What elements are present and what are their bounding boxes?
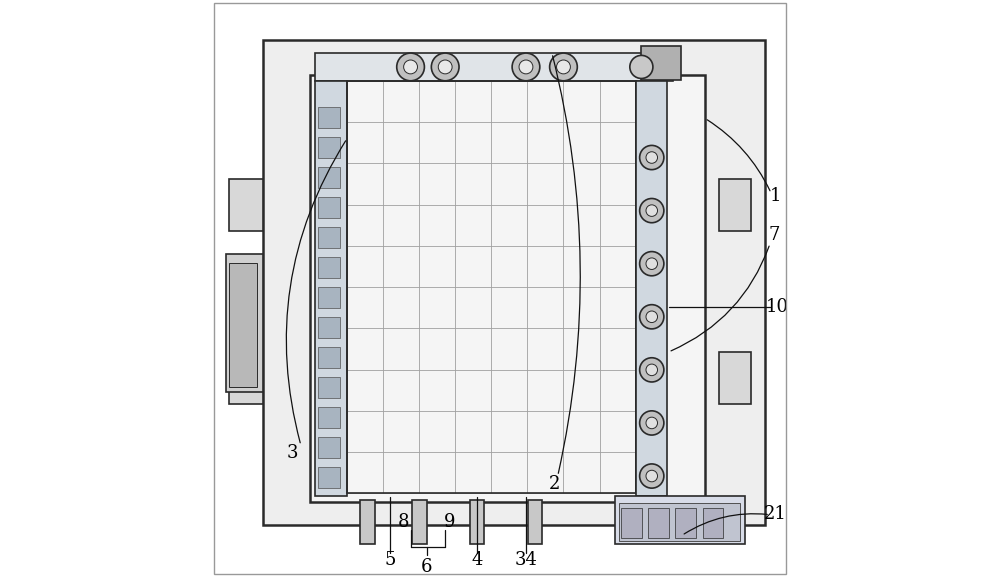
Bar [648,507,669,538]
Circle shape [640,305,664,329]
Circle shape [640,251,664,276]
Circle shape [640,358,664,382]
Circle shape [640,198,664,223]
Circle shape [431,53,459,81]
Circle shape [404,60,417,74]
Bar [318,167,340,187]
Circle shape [630,55,653,79]
Bar [229,262,257,387]
Text: 1: 1 [769,187,781,205]
Circle shape [438,60,452,74]
Circle shape [646,205,658,216]
FancyArrowPatch shape [707,120,770,191]
Circle shape [557,60,570,74]
Bar [675,507,696,538]
Text: 3: 3 [287,444,298,462]
Circle shape [640,146,664,169]
Circle shape [646,417,658,429]
FancyArrowPatch shape [553,56,580,473]
Bar [619,503,740,540]
Circle shape [512,53,540,81]
Circle shape [646,470,658,482]
Circle shape [646,311,658,323]
Bar [318,437,340,458]
Bar [636,81,667,497]
Text: 34: 34 [515,551,537,569]
Bar [318,137,340,158]
Circle shape [640,411,664,435]
Bar [263,40,765,525]
FancyArrowPatch shape [671,246,769,351]
Text: 21: 21 [764,505,787,523]
Bar [318,467,340,488]
Circle shape [646,258,658,269]
Text: 8: 8 [398,513,409,531]
Circle shape [646,152,658,164]
Bar [318,257,340,277]
Bar [360,501,375,543]
FancyArrowPatch shape [684,514,767,534]
Bar [615,497,745,543]
Circle shape [640,464,664,488]
Text: 5: 5 [385,551,396,569]
Circle shape [519,60,533,74]
Text: 9: 9 [444,513,456,531]
Bar [318,287,340,307]
Text: 7: 7 [768,227,780,244]
Circle shape [550,53,577,81]
Bar [318,197,340,217]
Bar [719,352,751,404]
Bar [318,107,340,128]
Bar [641,46,681,80]
Text: 4: 4 [471,551,483,569]
Bar [315,53,673,81]
Bar [318,317,340,338]
Circle shape [397,53,424,81]
Circle shape [646,364,658,376]
Bar [229,179,263,231]
Bar [470,501,484,543]
Bar [318,407,340,428]
Bar [621,507,642,538]
Bar [528,501,542,543]
Bar [703,507,723,538]
Bar [318,227,340,247]
Text: 10: 10 [765,298,788,316]
Text: 6: 6 [421,558,432,576]
Bar [347,81,636,494]
FancyArrowPatch shape [286,141,346,443]
Bar [229,352,263,404]
Bar [318,377,340,398]
Bar [318,347,340,368]
Bar [310,75,705,502]
Bar [315,81,347,497]
Bar [719,179,751,231]
Bar [412,501,427,543]
Bar [226,254,263,392]
Text: 2: 2 [549,475,561,492]
